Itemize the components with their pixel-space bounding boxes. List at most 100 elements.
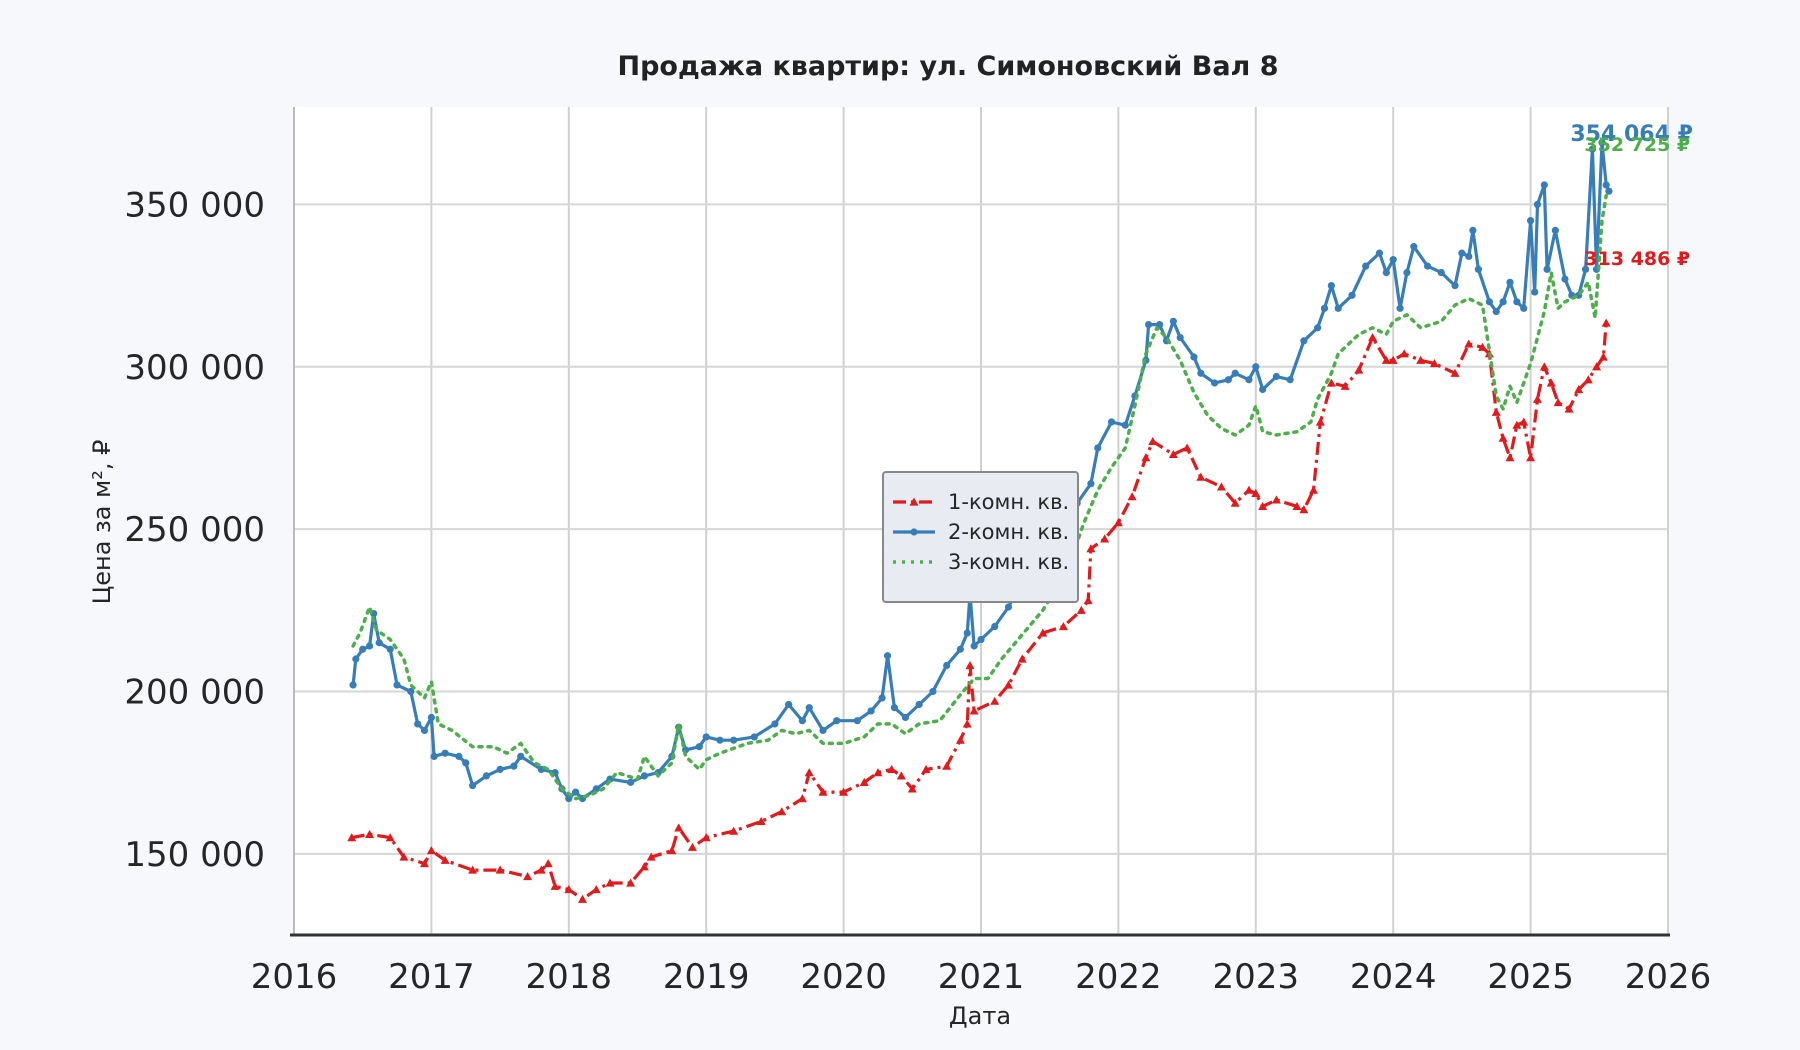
data-point (1564, 404, 1574, 413)
data-point (756, 816, 766, 825)
data-point (1429, 359, 1439, 368)
data-point (1210, 379, 1219, 387)
data-point (804, 768, 814, 777)
data-point (1299, 505, 1309, 514)
y-tick-label: 300 000 (124, 348, 265, 388)
data-point (1605, 187, 1613, 195)
data-point (1003, 680, 1013, 689)
data-point (1216, 482, 1226, 491)
data-point (702, 733, 710, 741)
data-point (687, 842, 697, 851)
data-point (1083, 596, 1093, 605)
data-point (1251, 488, 1261, 497)
data-point (1320, 304, 1329, 312)
x-tick-label: 2018 (526, 957, 613, 997)
x-tick-label: 2022 (1075, 957, 1162, 997)
data-point (701, 833, 711, 842)
data-point (1169, 317, 1177, 325)
data-point (929, 687, 937, 696)
data-point (385, 833, 395, 842)
data-point (1551, 226, 1559, 234)
data-point (440, 855, 450, 864)
data-point (1300, 337, 1308, 345)
data-point (883, 652, 892, 660)
data-point (1410, 243, 1418, 251)
data-point (347, 833, 357, 842)
data-point (1592, 362, 1602, 371)
data-point (564, 885, 574, 894)
data-point (1519, 417, 1529, 426)
data-point (1314, 324, 1322, 332)
legend-label: 2-комн. кв. (948, 520, 1069, 544)
data-point (1539, 362, 1549, 371)
data-point (1182, 443, 1192, 452)
data-point (1506, 278, 1514, 286)
data-point (1581, 265, 1590, 273)
data-point (430, 752, 438, 761)
data-point (1499, 298, 1507, 306)
data-point (1141, 453, 1151, 462)
data-point (1543, 265, 1551, 273)
x-tick-label: 2019 (663, 957, 750, 997)
data-point (572, 788, 580, 796)
data-point (1574, 384, 1584, 394)
data-point (523, 872, 533, 881)
data-point (943, 661, 951, 670)
x-tick-label: 2017 (388, 957, 475, 997)
data-point (1087, 480, 1095, 488)
data-point (407, 687, 415, 696)
end-labels: 313 486 ₽ 354 064 ₽352 725 ₽ (1570, 122, 1692, 270)
data-point (1348, 291, 1356, 299)
data-point (1513, 298, 1521, 306)
data-point (942, 761, 952, 770)
data-point (901, 713, 910, 722)
data-point (1148, 436, 1158, 446)
data-point (1190, 353, 1198, 361)
data-point (592, 785, 600, 793)
data-point (1145, 320, 1153, 329)
data-point (1450, 368, 1460, 377)
x-tick-label: 2024 (1350, 957, 1437, 997)
axes: 2016 2017 2018 2019 2020 2021 2022 2023 2024 2025… (124, 107, 1711, 997)
data-point (1244, 485, 1254, 494)
legend-box (882, 471, 1079, 603)
data-point (1340, 381, 1350, 390)
data-point (1017, 654, 1027, 663)
data-point (1375, 249, 1384, 257)
data-point (1058, 622, 1068, 631)
x-tick-label: 2021 (938, 957, 1025, 997)
data-point (1546, 378, 1556, 387)
data-point (1588, 145, 1597, 153)
data-point (1553, 397, 1563, 407)
data-point (907, 784, 917, 793)
data-point (1086, 544, 1096, 553)
data-point (1245, 376, 1253, 384)
data-point (1485, 298, 1493, 306)
x-tick-label: 2025 (1487, 957, 1574, 997)
data-point (915, 700, 923, 709)
data-point (626, 878, 636, 887)
data-point (853, 717, 861, 725)
y-tick-label: 150 000 (124, 835, 265, 875)
data-point (386, 645, 394, 653)
data-point (1520, 304, 1528, 312)
data-point (468, 865, 478, 874)
data-point (605, 878, 615, 887)
series-1 (347, 318, 1611, 903)
data-point (1458, 249, 1466, 257)
data-point (399, 852, 409, 861)
data-point (349, 681, 357, 689)
data-point (818, 787, 828, 796)
data-point (977, 635, 985, 644)
data-point (1533, 200, 1542, 209)
end-value-label: 313 486 ₽ (1584, 248, 1690, 270)
data-point (1474, 265, 1482, 273)
data-point (1381, 355, 1391, 364)
data-point (365, 642, 374, 650)
data-point (1327, 281, 1335, 290)
data-point (990, 696, 1000, 705)
data-point (970, 642, 978, 650)
data-point (1354, 365, 1364, 374)
